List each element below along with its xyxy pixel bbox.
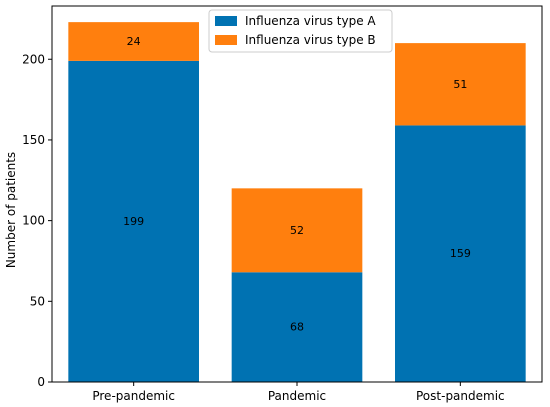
bar-type-b-pre-pandemic xyxy=(68,22,199,61)
data-labels-group: 199 24 68 52 159 51 xyxy=(123,35,471,334)
y-tick-label: 150 xyxy=(22,133,45,147)
bar-type-b-pandemic xyxy=(231,188,363,273)
y-tick-label: 50 xyxy=(30,294,45,308)
bars-group xyxy=(68,22,526,383)
bar-type-a-pre-pandemic xyxy=(68,60,199,383)
y-tick-label: 100 xyxy=(22,214,45,228)
legend-box xyxy=(208,9,393,53)
legend-swatch xyxy=(215,35,237,45)
bar-type-a-pandemic xyxy=(231,272,363,382)
legend-swatch xyxy=(215,16,237,26)
x-tick-label: Pandemic xyxy=(268,389,326,403)
x-tick-label: Pre-pandemic xyxy=(92,389,175,403)
legend-label: Influenza virus type A xyxy=(245,14,376,28)
y-axis: 0 50 100 150 200 xyxy=(22,52,52,389)
x-tick-label: Post-pandemic xyxy=(416,389,505,403)
data-label: 159 xyxy=(450,247,471,260)
y-tick-label: 0 xyxy=(37,375,45,389)
x-axis: Pre-pandemic Pandemic Post-pandemic xyxy=(92,382,505,403)
legend-label: Influenza virus type B xyxy=(245,33,376,47)
data-label: 52 xyxy=(290,224,304,237)
legend: Influenza virus type A Influenza virus ty… xyxy=(208,9,393,53)
bar-type-b-post-pandemic xyxy=(395,43,526,126)
data-label: 199 xyxy=(123,215,144,228)
data-label: 68 xyxy=(290,321,304,334)
y-axis-title: Number of patients xyxy=(4,152,18,268)
bar-type-a-post-pandemic xyxy=(395,125,526,382)
data-label: 51 xyxy=(453,78,467,91)
data-label: 24 xyxy=(127,35,141,48)
y-tick-label: 200 xyxy=(22,52,45,66)
